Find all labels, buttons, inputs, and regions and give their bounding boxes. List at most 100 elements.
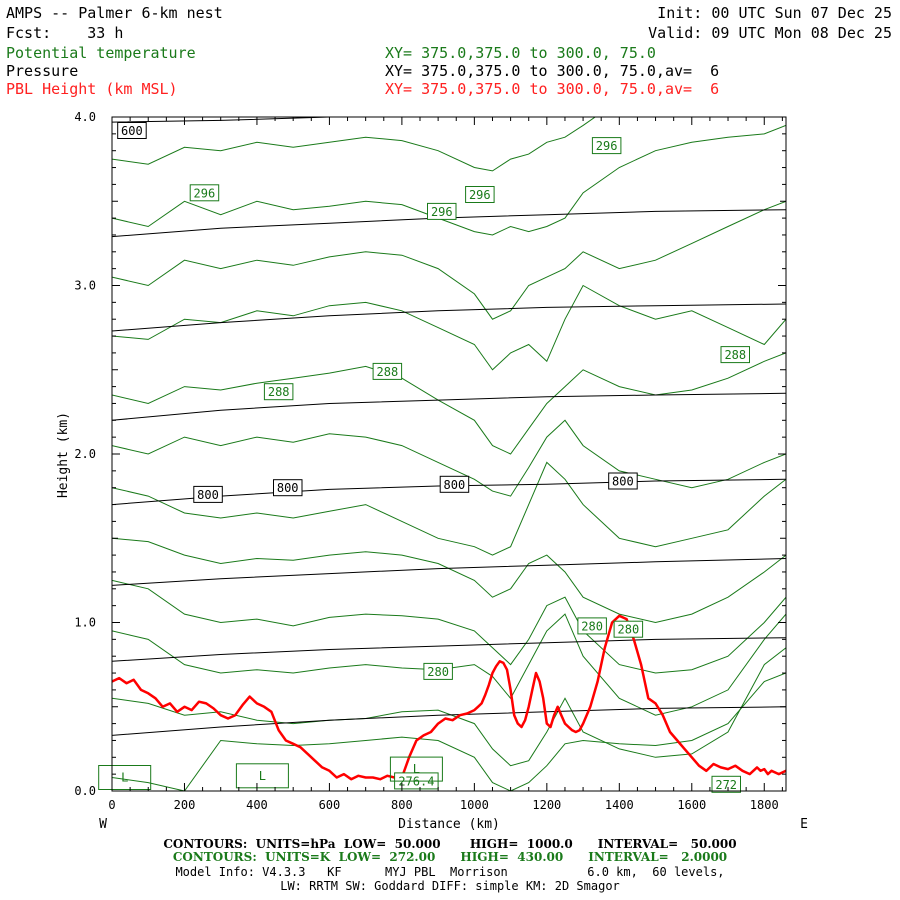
y-tick-label: 2.0 bbox=[74, 447, 96, 461]
pressure-contours bbox=[112, 117, 786, 736]
field-pressure-xy: XY= 375.0,375.0 to 300.0, 75.0,av= 6 bbox=[385, 62, 720, 80]
footer-physics: LW: RRTM SW: Goddard DIFF: simple KM: 2D… bbox=[280, 879, 620, 893]
field-pbl-xy: XY= 375.0,375.0 to 300.0, 75.0,av= 6 bbox=[385, 80, 720, 98]
pressure-contour-950 bbox=[112, 706, 786, 736]
theta-label-text: 280 bbox=[427, 665, 449, 679]
theta-label-text: 288 bbox=[724, 348, 746, 362]
theta-label-text: 288 bbox=[377, 365, 399, 379]
theta-label: 272 bbox=[711, 775, 741, 793]
theta-label-text: 288 bbox=[268, 385, 290, 399]
y-tick-label: 1.0 bbox=[74, 616, 96, 630]
pressure-label-text: 800 bbox=[197, 488, 219, 502]
x-tick-label: 1600 bbox=[677, 798, 706, 812]
footer-theta-contours: CONTOURS: UNITS=K LOW= 272.00 HIGH= 430.… bbox=[172, 850, 728, 864]
field-theta-name: Potential temperature bbox=[6, 44, 196, 62]
x-tick-label: 1200 bbox=[532, 798, 561, 812]
theta-label: 296 bbox=[591, 137, 622, 155]
pressure-contour-700 bbox=[112, 303, 786, 332]
low-label: L bbox=[98, 765, 152, 790]
x-tick-label: 600 bbox=[319, 798, 341, 812]
x-tick-label: 800 bbox=[391, 798, 413, 812]
pressure-label: 800 bbox=[273, 479, 303, 497]
low-label: L bbox=[389, 756, 443, 782]
plot-frame bbox=[111, 116, 787, 792]
pressure-label-text: 800 bbox=[444, 478, 466, 492]
pressure-contour-850 bbox=[112, 558, 786, 586]
pressure-contour-600 bbox=[112, 117, 346, 123]
theta-contour-3 bbox=[112, 579, 786, 674]
y-tick-label: 0.0 bbox=[74, 784, 96, 798]
theta-label: 288 bbox=[372, 362, 403, 380]
y-tick-label: 4.0 bbox=[74, 110, 96, 124]
x-tick-label: 1400 bbox=[605, 798, 634, 812]
pressure-label-text: 800 bbox=[277, 481, 299, 495]
theta-label-text: 296 bbox=[431, 205, 453, 219]
theta-label: 296 bbox=[465, 186, 495, 203]
pressure-contour-800 bbox=[112, 478, 786, 506]
theta-contour-2 bbox=[112, 613, 786, 716]
x-tick-label: 400 bbox=[246, 798, 268, 812]
theta-contour-9 bbox=[112, 200, 786, 320]
pressure-label-text: 600 bbox=[121, 124, 143, 138]
theta-contour-7 bbox=[112, 352, 786, 455]
theta-label: 296 bbox=[427, 202, 457, 220]
contour-labels: 600 800 800 800 800 296 296 296 296 288 288 288 280 2… bbox=[98, 122, 750, 793]
theta-label-text: 280 bbox=[618, 623, 640, 637]
theta-label: 280 bbox=[613, 620, 644, 638]
theta-label: 288 bbox=[263, 383, 294, 401]
pressure-label: 800 bbox=[439, 475, 470, 493]
pbl-height-series bbox=[112, 614, 786, 781]
pressure-label: 800 bbox=[193, 485, 223, 503]
east-label: E bbox=[800, 817, 808, 832]
pbl-height-line bbox=[112, 614, 786, 781]
init-time: Init: 00 UTC Sun 07 Dec 25 bbox=[657, 4, 892, 22]
pressure-label: 600 bbox=[117, 122, 147, 139]
theta-label: 296 bbox=[189, 184, 220, 202]
y-axis-title: Height (km) bbox=[56, 412, 71, 498]
theta-contour-0 bbox=[112, 672, 786, 791]
pressure-label-text: 800 bbox=[612, 475, 634, 489]
pressure-contour-900 bbox=[112, 637, 786, 662]
theta-label: 280 bbox=[423, 662, 453, 680]
theta-label-text: 276.4 bbox=[398, 774, 434, 788]
theta-label-text: 272 bbox=[715, 778, 737, 792]
footer-pressure-contours: CONTOURS: UNITS=hPa LOW= 50.000 HIGH= 10… bbox=[163, 837, 737, 851]
y-tick-label: 3.0 bbox=[74, 279, 96, 293]
theta-contour-8 bbox=[112, 284, 786, 371]
west-label: W bbox=[99, 817, 107, 832]
low-label-text: L bbox=[413, 762, 420, 776]
product-title: AMPS -- Palmer 6-km nest bbox=[6, 4, 223, 22]
pressure-contour-650 bbox=[112, 209, 786, 238]
field-theta-xy: XY= 375.0,375.0 to 300.0, 75.0 bbox=[385, 44, 656, 62]
pressure-contour-750 bbox=[112, 392, 786, 421]
forecast-hour: Fcst: 33 h bbox=[6, 24, 124, 42]
theta-contour-6 bbox=[112, 419, 786, 497]
axes: 0 200 400 600 800 1000 1200 1400 1600 1800 0.0 1.0 2… bbox=[74, 110, 786, 812]
x-tick-label: 1800 bbox=[750, 798, 779, 812]
field-pressure-name: Pressure bbox=[6, 62, 79, 80]
theta-contour-1 bbox=[112, 647, 786, 767]
field-pbl-name: PBL Height (km MSL) bbox=[6, 80, 178, 98]
low-label-text: L bbox=[121, 771, 128, 785]
low-label: L bbox=[235, 763, 289, 789]
footer-model-info: Model Info: V4.3.3 KF MYJ PBL Morrison 6… bbox=[175, 865, 725, 879]
theta-contours bbox=[112, 117, 786, 791]
pressure-label: 800 bbox=[608, 472, 638, 490]
theta-label-text: 296 bbox=[194, 186, 216, 200]
x-axis-title: Distance (km) bbox=[398, 817, 500, 832]
theta-label-text: 280 bbox=[581, 619, 603, 633]
theta-label: 288 bbox=[720, 346, 750, 364]
x-tick-label: 200 bbox=[174, 798, 196, 812]
theta-contour-10 bbox=[112, 124, 786, 236]
valid-time: Valid: 09 UTC Mon 08 Dec 25 bbox=[648, 24, 892, 42]
x-tick-label: 1000 bbox=[460, 798, 489, 812]
theta-label: 280 bbox=[577, 617, 607, 635]
x-tick-label: 0 bbox=[108, 798, 115, 812]
theta-label-text: 296 bbox=[596, 139, 618, 153]
theta-label-text: 296 bbox=[469, 188, 491, 202]
theta-label: 276.4 bbox=[394, 772, 439, 790]
theta-contour-5 bbox=[112, 461, 786, 556]
low-label-text: L bbox=[259, 769, 266, 783]
theta-contour-4 bbox=[112, 537, 786, 624]
